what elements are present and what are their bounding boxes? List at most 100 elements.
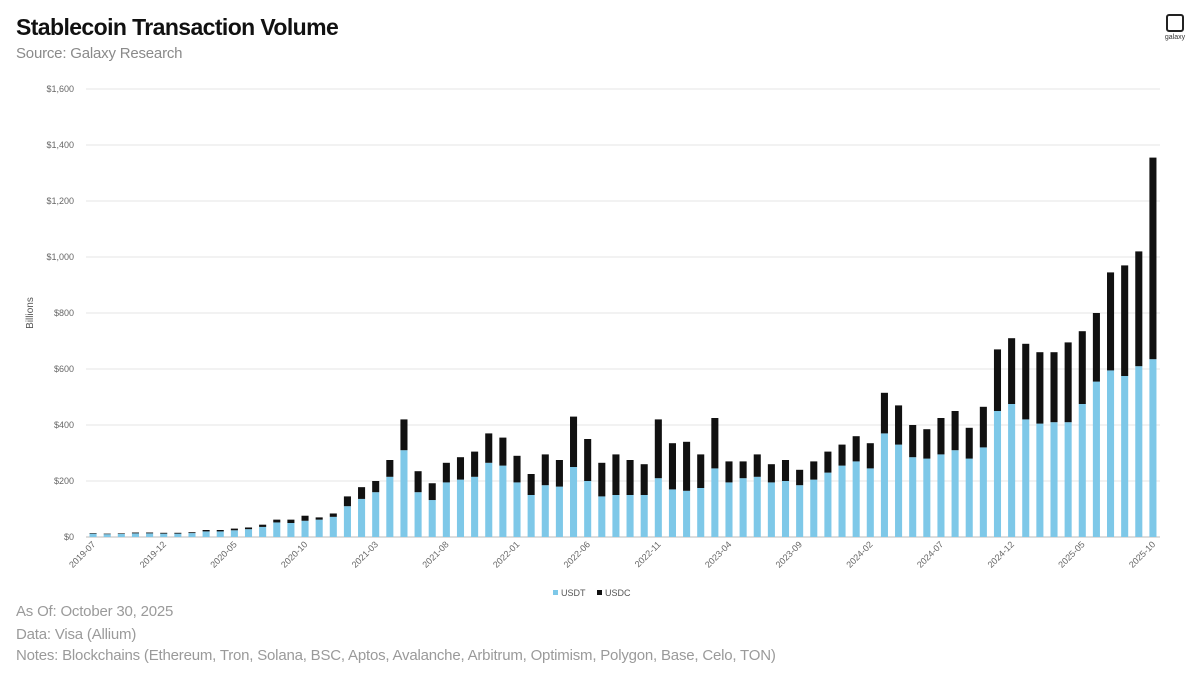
bar-usdc <box>711 418 719 469</box>
bar-usdc <box>570 416 578 467</box>
bar-usdt <box>612 495 620 537</box>
bar-usdt <box>343 506 351 537</box>
bar-usdc <box>1064 342 1072 423</box>
bar-usdt <box>1149 359 1157 537</box>
bar-usdc <box>598 462 606 497</box>
bar-usdt <box>527 495 535 537</box>
bar-usdc <box>442 462 450 483</box>
bar-usdt <box>838 465 846 537</box>
bar-usdt <box>880 433 888 537</box>
bar-usdc <box>1008 338 1016 404</box>
bar-usdc <box>273 519 281 523</box>
bar-usdc <box>527 474 535 495</box>
bar-usdc <box>301 515 309 521</box>
x-tick-label: 2019-12 <box>138 539 168 569</box>
bar-usdt <box>683 490 691 537</box>
y-tick-label: $1,000 <box>46 252 74 262</box>
bar-usdc <box>400 419 408 451</box>
x-tick-label: 2024-07 <box>915 539 945 569</box>
bar-usdc <box>131 532 139 534</box>
y-tick-label: $1,200 <box>46 196 74 206</box>
bar-usdt <box>103 534 111 537</box>
bar-usdt <box>273 522 281 537</box>
galaxy-logo-text: galaxy <box>1164 34 1186 41</box>
bar-usdc <box>1050 352 1058 423</box>
bar-usdt <box>414 492 422 537</box>
y-axis-label: Billions <box>25 297 36 329</box>
bar-usdc <box>230 528 238 531</box>
bar-usdt <box>485 462 493 537</box>
bar-usdc <box>937 418 945 455</box>
bar-usdt <box>358 498 366 537</box>
bar-usdc <box>428 483 436 501</box>
bar-usdc <box>160 532 168 534</box>
bar-usdc <box>1149 157 1157 360</box>
bar-usdt <box>852 461 860 537</box>
x-tick-label: 2020-10 <box>279 539 309 569</box>
bar-usdc <box>697 454 705 488</box>
bar-usdt <box>1022 419 1030 537</box>
bar-usdc <box>895 405 903 445</box>
bar-usdt <box>400 450 408 537</box>
y-tick-label: $200 <box>54 476 74 486</box>
x-tick-label: 2023-04 <box>703 539 733 569</box>
bar-usdt <box>993 411 1002 537</box>
bar-usdc <box>117 533 125 534</box>
bar-usdt <box>711 468 719 537</box>
bar-usdt <box>287 523 295 537</box>
bar-usdc <box>979 406 987 448</box>
bar-usdt <box>442 482 450 537</box>
bar-usdc <box>188 532 196 534</box>
bar-usdt <box>965 458 973 537</box>
x-tick-label: 2025-10 <box>1127 539 1157 569</box>
bar-usdt <box>923 458 931 537</box>
bar-usdc <box>923 429 931 459</box>
bar-usdt <box>216 531 224 537</box>
x-tick-label: 2024-12 <box>986 539 1016 569</box>
bar-usdt <box>767 482 775 537</box>
bar-usdt <box>329 516 337 537</box>
bar-usdc <box>866 443 874 469</box>
legend-swatch-usdt <box>553 590 558 595</box>
bar-usdt <box>937 454 945 537</box>
galaxy-logo-icon <box>1166 14 1184 32</box>
bar-usdt <box>570 467 578 537</box>
bar-usdt <box>781 481 790 537</box>
x-tick-label: 2025-05 <box>1056 539 1086 569</box>
bar-usdt <box>499 465 507 537</box>
bar-usdc <box>103 533 111 535</box>
bar-usdc <box>668 443 676 490</box>
bar-usdc <box>1078 331 1086 404</box>
bar-usdc <box>810 461 818 480</box>
bar-usdt <box>1008 404 1016 537</box>
bar-usdt <box>89 533 97 537</box>
x-tick-label: 2020-05 <box>208 539 238 569</box>
footer-notes: Notes: Blockchains (Ethereum, Tron, Sola… <box>16 647 776 664</box>
bar-usdc <box>287 519 295 523</box>
bar-usdt <box>654 478 662 537</box>
bar-usdt <box>668 489 676 537</box>
bar-usdt <box>640 495 648 537</box>
bar-usdt <box>697 488 705 537</box>
bar-usdc <box>1022 343 1030 420</box>
bar-usdc <box>838 444 846 466</box>
chart-subtitle: Source: Galaxy Research <box>16 45 183 62</box>
bar-usdt <box>598 496 606 537</box>
bar-usdt <box>160 533 168 537</box>
bar-usdc <box>584 439 592 481</box>
bar-usdc <box>767 464 775 483</box>
bar-usdc <box>343 496 351 507</box>
bar-usdt <box>1121 376 1129 537</box>
bar-usdt <box>456 479 465 537</box>
bar-usdc <box>315 517 323 520</box>
bar-usdt <box>301 520 309 537</box>
bar-usdc <box>414 471 422 493</box>
bar-usdc <box>640 464 648 495</box>
bar-usdc <box>541 454 549 486</box>
chart-title: Stablecoin Transaction Volume <box>16 14 339 40</box>
y-tick-label: $0 <box>64 532 74 542</box>
bar-usdc <box>259 524 267 527</box>
bar-usdc <box>725 461 733 483</box>
bar-usdt <box>584 481 592 537</box>
footer-as-of: As Of: October 30, 2025 <box>16 603 174 620</box>
